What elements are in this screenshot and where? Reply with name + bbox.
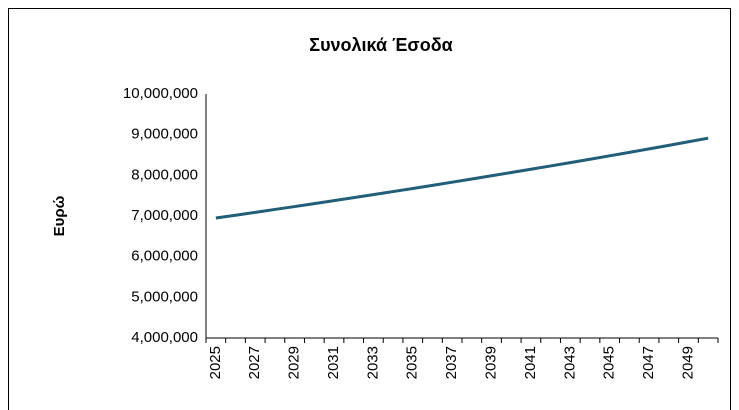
- y-axis-label: Ευρώ: [51, 195, 68, 236]
- y-tick-label: 10,000,000: [123, 85, 198, 102]
- chart-frame: [8, 8, 731, 410]
- x-tick-label: 2039: [483, 346, 500, 379]
- y-tick-label: 7,000,000: [131, 207, 198, 224]
- x-tick-label: 2045: [601, 346, 618, 379]
- y-tick-label: 4,000,000: [131, 329, 198, 346]
- x-tick-label: 2041: [522, 346, 539, 379]
- x-tick-label: 2029: [286, 346, 303, 379]
- x-tick-label: 2025: [207, 346, 224, 379]
- x-tick-label: 2031: [325, 346, 342, 379]
- y-tick-label: 8,000,000: [131, 166, 198, 183]
- x-tick-label: 2037: [443, 346, 460, 379]
- y-tick-label: 9,000,000: [131, 126, 198, 143]
- x-tick-label: 2047: [640, 346, 657, 379]
- chart-title: Συνολικά Έσοδα: [309, 35, 452, 55]
- line-series: [215, 136, 709, 220]
- x-tick-label: 2033: [364, 346, 381, 379]
- y-tick-label: 5,000,000: [131, 288, 198, 305]
- x-tick-label: 2035: [404, 346, 421, 379]
- x-tick-label: 2049: [679, 346, 696, 379]
- y-tick-label: 6,000,000: [131, 248, 198, 265]
- x-tick-label: 2027: [246, 346, 263, 379]
- x-tick-label: 2043: [561, 346, 578, 379]
